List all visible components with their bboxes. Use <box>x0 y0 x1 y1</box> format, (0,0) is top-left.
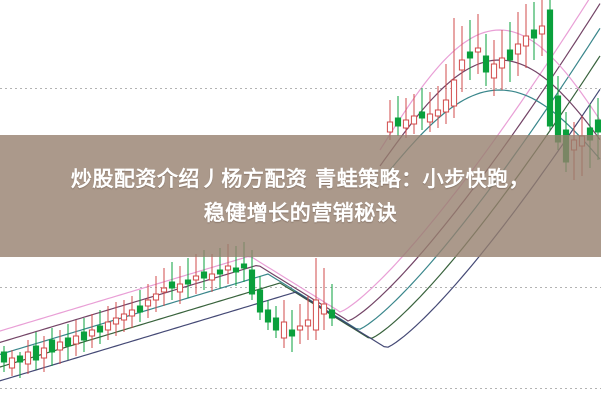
caption-line-1: 炒股配资介绍丿杨方配资 青蛙策略：小步快跑， <box>70 166 531 191</box>
caption-line-2: 稳健增长的营销秘诀 <box>203 201 398 225</box>
caption-overlay-band: 炒股配资介绍丿杨方配资 青蛙策略：小步快跑， 稳健增长的营销秘诀 <box>0 135 601 257</box>
